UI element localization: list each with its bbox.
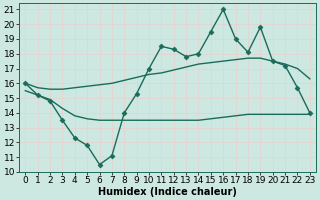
X-axis label: Humidex (Indice chaleur): Humidex (Indice chaleur) bbox=[98, 187, 237, 197]
